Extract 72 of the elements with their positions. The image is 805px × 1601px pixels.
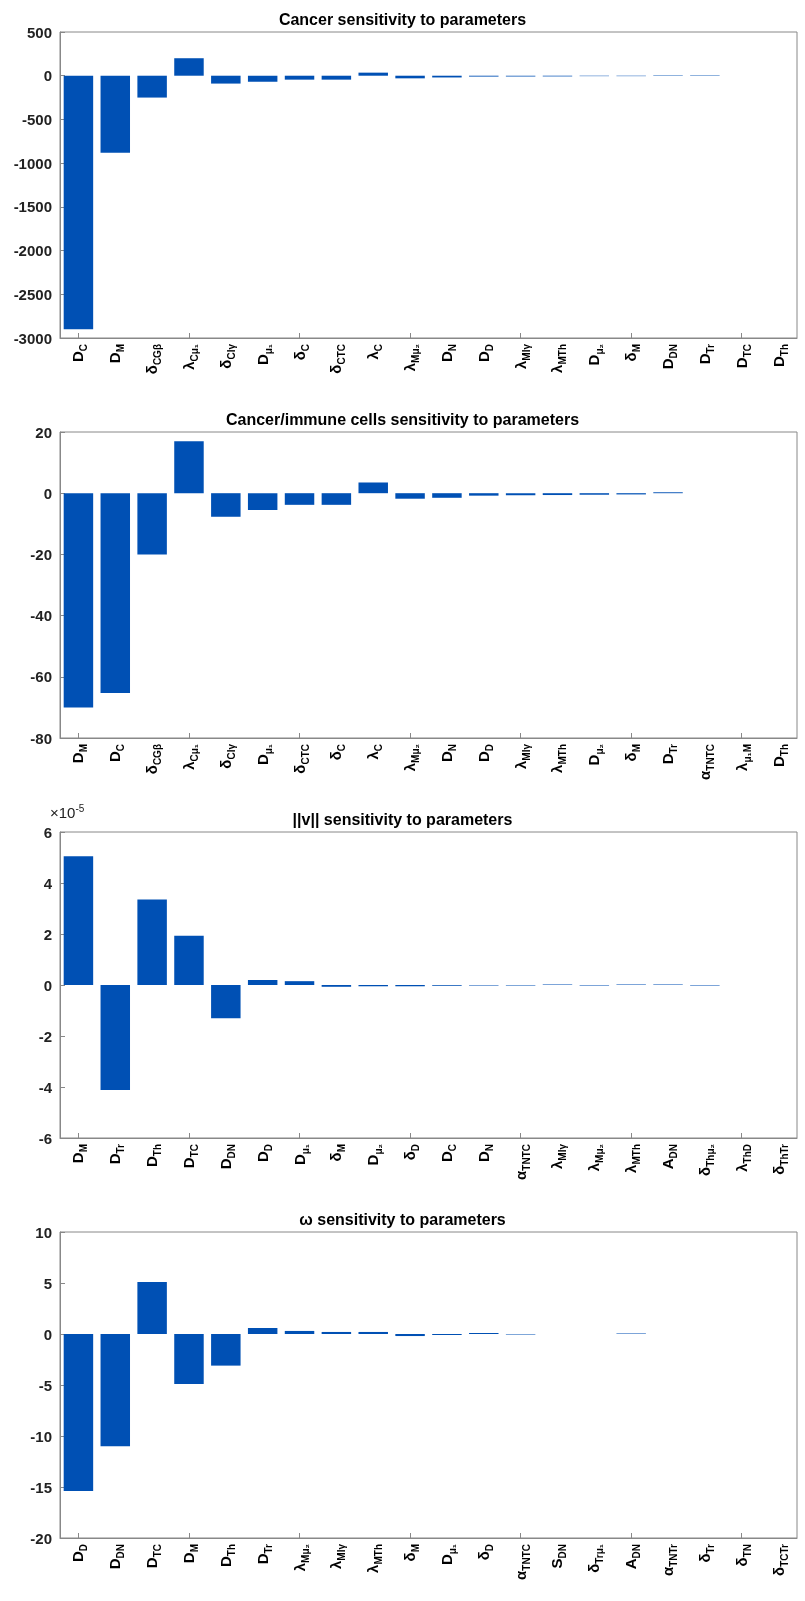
bar [284, 1330, 315, 1334]
bar [63, 856, 94, 985]
bar [284, 493, 315, 505]
bar [137, 1281, 167, 1334]
y-tick-label: -6 [38, 1129, 52, 1147]
bar [505, 493, 536, 496]
bar [137, 493, 167, 555]
bar [395, 1334, 425, 1337]
y-tick-label: 2 [43, 925, 52, 943]
chart-title: ω sensitivity to parameters [299, 1210, 506, 1228]
bar [321, 493, 352, 505]
bar [358, 482, 388, 494]
y-tick-label: 4 [43, 874, 53, 892]
y-tick-label: -4 [38, 1078, 53, 1096]
bar [174, 441, 204, 494]
y-tick-label: -20 [30, 1529, 52, 1547]
y-tick-label: -15 [30, 1478, 52, 1496]
bar [211, 75, 241, 84]
text: ×10$^{-5}$ [50, 803, 85, 821]
chart-title: Cancer/immune cells sensitivity to parameters [225, 410, 580, 428]
bar [100, 493, 131, 694]
bar [432, 493, 462, 498]
y-tick-label: -60 [30, 668, 52, 686]
chart-title: ||v|| sensitivity to parameters [292, 810, 513, 828]
y-tick-label: 20 [35, 423, 52, 441]
bar [358, 72, 388, 76]
bar [321, 75, 352, 80]
bar [395, 493, 425, 499]
bar [63, 1334, 94, 1492]
y-tick-label: -20 [30, 545, 52, 563]
y-tick-label: -5 [38, 1376, 52, 1394]
bar [100, 1334, 131, 1447]
y-tick-label: -500 [21, 110, 52, 128]
y-tick-label: -2 [38, 1027, 52, 1045]
y-tick-label: -2500 [13, 285, 52, 303]
y-tick-label: 6 [43, 823, 52, 841]
y-tick-label: 0 [43, 484, 52, 502]
bar [247, 979, 278, 985]
y-tick-label: 0 [43, 1325, 52, 1343]
bar [211, 493, 241, 517]
y-tick-label: 0 [43, 976, 52, 994]
bar [100, 985, 131, 1091]
y-tick-label: -1000 [13, 154, 52, 172]
bar [211, 1334, 241, 1366]
y-tick-label: -3000 [13, 329, 52, 347]
bar [137, 75, 167, 98]
chart-title: Cancer sensitivity to parameters [278, 10, 527, 28]
bar [100, 75, 131, 153]
bar [358, 1331, 388, 1334]
bar [174, 1334, 204, 1384]
bar [469, 493, 499, 496]
y-tick-label: -40 [30, 607, 52, 625]
bar [211, 985, 241, 1019]
bar [247, 75, 278, 82]
y-tick-label: -1500 [13, 198, 52, 216]
y-tick-label: 5 [43, 1274, 52, 1292]
bar [284, 981, 315, 985]
y-tick-label: 500 [26, 23, 52, 41]
bar [247, 1327, 278, 1334]
y-tick-label: -2000 [13, 242, 52, 260]
y-tick-label: 10 [35, 1223, 52, 1241]
bar [63, 75, 94, 330]
y-tick-label: -10 [30, 1427, 52, 1445]
bar [137, 899, 167, 985]
bar [321, 1331, 352, 1334]
y-tick-label: 0 [43, 67, 52, 85]
bar [247, 493, 278, 511]
y-tick-label: -80 [30, 729, 52, 747]
bar [174, 935, 204, 985]
bar [284, 75, 315, 80]
bar [63, 493, 94, 708]
bar [174, 58, 204, 76]
